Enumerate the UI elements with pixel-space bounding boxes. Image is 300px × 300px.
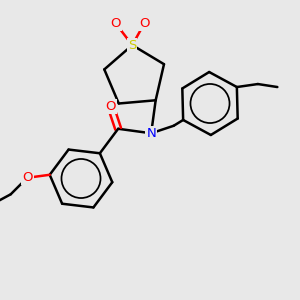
Text: N: N [146, 127, 156, 140]
Text: S: S [128, 39, 136, 52]
Text: O: O [105, 100, 116, 113]
Text: O: O [110, 17, 121, 30]
Text: O: O [22, 171, 32, 184]
Text: O: O [139, 17, 149, 30]
